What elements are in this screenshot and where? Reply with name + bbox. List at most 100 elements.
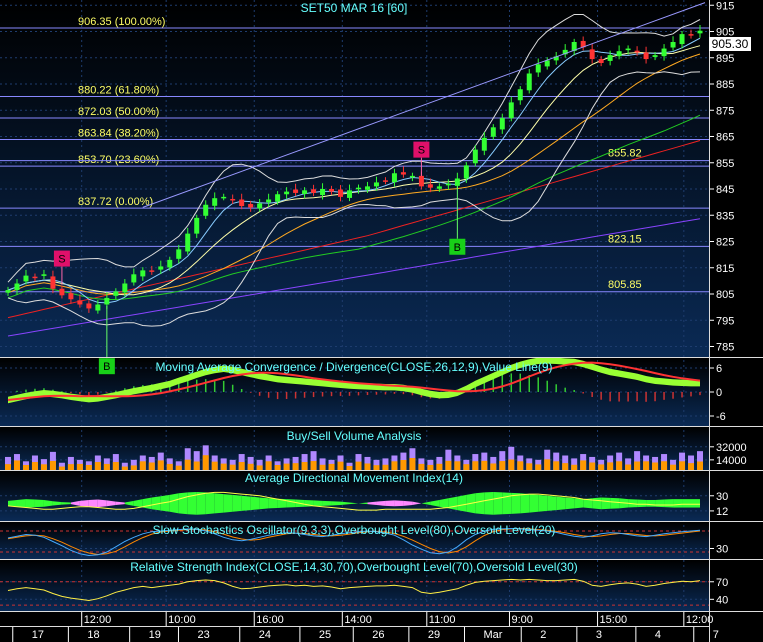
last-price-label: 905.30	[712, 37, 749, 51]
indicator-tick-label: 70	[716, 577, 728, 589]
dmi-area-segment	[52, 501, 62, 506]
buy-volume-bar	[679, 461, 686, 470]
dmi-area-segment	[106, 500, 116, 507]
price-tick-label: 875	[716, 105, 734, 117]
candle-body	[562, 49, 568, 55]
buy-volume-bar	[553, 461, 560, 470]
buy-volume-bar	[409, 458, 416, 470]
volume-bar	[499, 451, 506, 470]
dmi-area-segment	[457, 494, 467, 512]
indicator-tick-label: 12	[716, 506, 728, 518]
dmi-area-segment	[331, 501, 341, 506]
fib-label: 906.35 (100.00%)	[78, 16, 165, 28]
buy-volume-bar	[319, 464, 326, 470]
candle-body	[122, 283, 128, 293]
candle-body	[409, 175, 415, 178]
candle-body	[311, 189, 317, 193]
candle-body	[364, 186, 370, 190]
time-tick-label: 10:00	[168, 614, 196, 626]
candle-body	[517, 89, 523, 101]
stochastic-panel-bg	[0, 522, 709, 559]
dmi-area-segment	[394, 500, 404, 507]
buy-volume-bar	[562, 463, 569, 470]
dmi-area-segment	[142, 497, 152, 510]
buy-volume-bar	[274, 464, 281, 470]
candle-body	[598, 59, 604, 63]
buy-volume-bar	[265, 461, 272, 470]
price-tick-label: 885	[716, 79, 734, 91]
buy-volume-bar	[472, 461, 479, 470]
dmi-area-segment	[115, 501, 125, 506]
indicator-tick-label: 14000	[716, 455, 747, 467]
time-tick-label: 12:00	[686, 614, 714, 626]
volume-bar	[247, 456, 254, 470]
volume-panel	[5, 445, 703, 470]
candle-body	[679, 34, 685, 45]
buy-volume-bar	[76, 463, 83, 470]
candle-body	[616, 51, 622, 57]
buy-volume-bar	[67, 464, 74, 470]
candle-body	[50, 276, 56, 289]
dmi-area-segment	[682, 499, 692, 508]
candle-body	[697, 30, 703, 34]
candle-body	[266, 199, 272, 203]
buy-volume-bar	[31, 462, 38, 470]
dmi-area-segment	[313, 500, 323, 507]
time-tick-label: 16:00	[256, 614, 284, 626]
candle-body	[41, 274, 47, 276]
buy-volume-bar	[229, 464, 236, 470]
candle-body	[400, 172, 406, 175]
candle-body	[391, 173, 397, 183]
dmi-area-segment	[664, 499, 674, 508]
buy-volume-bar	[175, 465, 182, 470]
stochastic-d-line	[7, 527, 701, 556]
candle-body	[212, 198, 218, 206]
dmi-area-segment	[214, 493, 224, 514]
volume-bar	[130, 459, 137, 470]
buy-volume-bar	[130, 465, 137, 470]
candle-body	[275, 194, 281, 202]
dmi-area-segment	[655, 499, 665, 508]
level-label: 823.15	[608, 233, 642, 245]
volume-bar	[5, 456, 11, 470]
upper-band-line	[7, 14, 701, 283]
time-tick-label: 12:00	[84, 614, 112, 626]
buy-volume-bar	[49, 460, 56, 470]
price-tick-label: 865	[716, 132, 734, 144]
candle-body	[23, 275, 29, 282]
candle-body	[185, 233, 191, 252]
dmi-area-segment	[574, 498, 584, 509]
stochastic-title: Slow Stochastics Oscillator(9,3,3),Overb…	[153, 523, 556, 537]
buy-volume-bar	[346, 466, 353, 470]
candle-body	[14, 283, 20, 291]
volume-bar	[67, 456, 74, 470]
fib-label: 837.72 (0.00%)	[78, 196, 153, 208]
right-axis-bg	[709, 0, 763, 642]
dmi-area-segment	[484, 491, 494, 515]
buy-volume-bar	[526, 463, 533, 470]
price-tick-label: 835	[716, 210, 734, 222]
moving-average-yellow-line	[7, 45, 701, 296]
buy-volume-bar	[454, 461, 461, 470]
dmi-area-segment	[637, 499, 647, 508]
candle-body	[32, 276, 38, 279]
candle-body	[553, 56, 559, 61]
buy-volume-bar	[301, 462, 308, 470]
buy-volume-bar	[481, 460, 488, 470]
dmi-area-segment	[547, 495, 557, 511]
candle-body	[59, 288, 65, 296]
dmi-area-segment	[8, 499, 17, 507]
volume-bar	[319, 458, 326, 470]
date-tick-label: 7	[713, 629, 719, 641]
date-tick-label: 4	[655, 629, 661, 641]
dmi-area-segment	[70, 500, 80, 506]
candle-body	[338, 189, 344, 197]
buy-volume-bar	[58, 466, 65, 470]
stochastic-k-line	[7, 527, 701, 557]
candle-body	[445, 183, 451, 186]
buy-volume-bar	[634, 461, 641, 470]
candle-body	[194, 217, 200, 234]
macd-line-band	[8, 357, 700, 404]
candle-body	[481, 137, 487, 151]
